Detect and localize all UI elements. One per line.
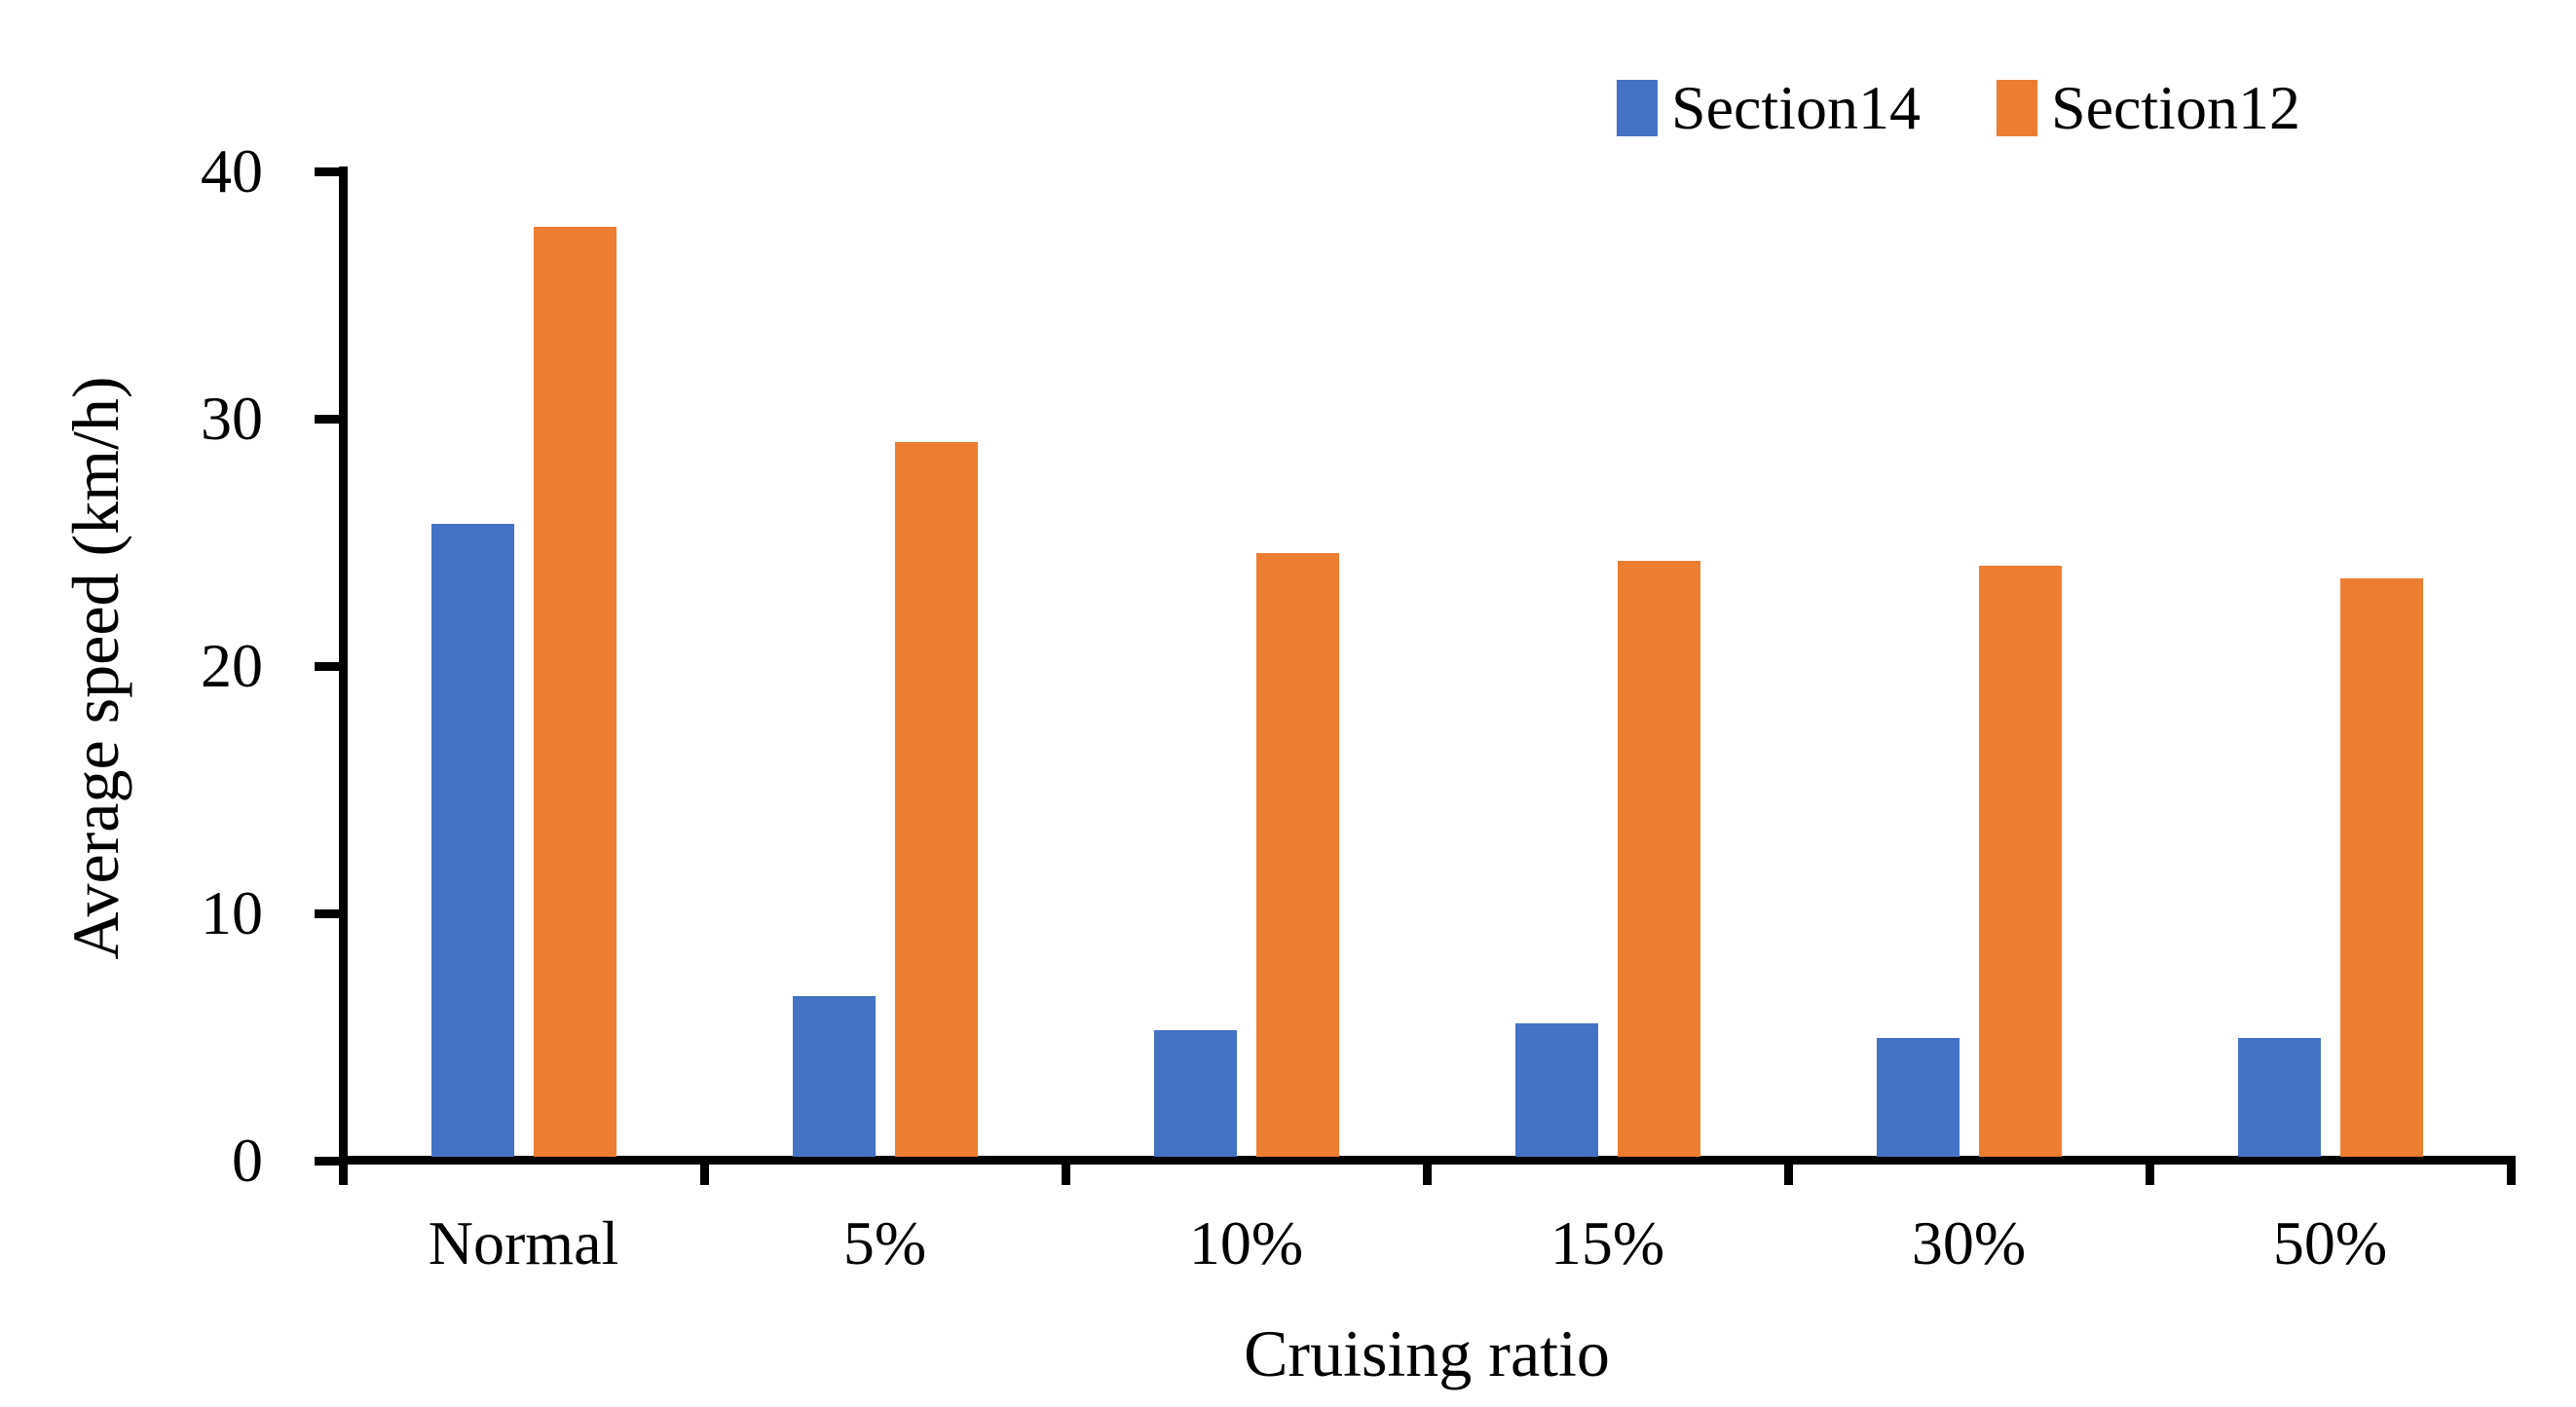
x-tick-label: 50% (2272, 1208, 2388, 1277)
x-tick-mark (1061, 1156, 1070, 1185)
y-tick-mark (314, 661, 339, 671)
x-tick-label: 5% (842, 1208, 927, 1277)
x-tick-mark (1783, 1156, 1793, 1185)
x-tick-mark (338, 1156, 348, 1185)
y-tick-mark (314, 167, 339, 176)
y-tick-label: 30 (201, 384, 263, 453)
bar-section14-30pct (1876, 1038, 1960, 1157)
bar-section12-normal (533, 226, 616, 1157)
bar-section12-10pct (1255, 553, 1339, 1157)
x-tick-mark (2145, 1156, 2154, 1185)
legend-marker-section12-swatch (1996, 80, 2037, 136)
x-tick-mark (699, 1156, 709, 1185)
y-tick-label: 40 (201, 136, 263, 205)
x-tick-label: 10% (1188, 1208, 1304, 1277)
x-tick-label: 30% (1911, 1208, 2027, 1277)
bar-section12-15pct (1617, 560, 1700, 1157)
x-tick-label: 15% (1549, 1208, 1665, 1277)
bar-section12-5pct (894, 441, 978, 1157)
x-tick-mark (2506, 1156, 2516, 1185)
legend: Section14 Section12 (1617, 74, 2300, 142)
legend-label-section14: Section14 (1671, 73, 1921, 142)
bar-section14-50pct (2237, 1038, 2321, 1157)
bar-section12-50pct (2339, 577, 2423, 1157)
legend-marker-section14-swatch (1617, 80, 1658, 136)
legend-label-section12: Section12 (2050, 73, 2300, 142)
y-tick-label: 20 (201, 631, 263, 700)
x-axis-title: Cruising ratio (1244, 1316, 1610, 1390)
y-tick-mark (314, 414, 339, 424)
bar-section12-30pct (1978, 565, 2062, 1157)
y-tick-mark (314, 908, 339, 918)
y-tick-mark (314, 1156, 339, 1166)
legend-item-section12: Section12 (1996, 73, 2300, 142)
bar-section14-5pct (792, 995, 876, 1157)
bar-section14-normal (430, 523, 514, 1157)
y-tick-label: 0 (232, 1126, 263, 1195)
bar-section14-15pct (1514, 1022, 1598, 1157)
y-axis-line (339, 167, 348, 1166)
x-tick-label: Normal (428, 1208, 619, 1277)
y-tick-label: 10 (201, 878, 263, 947)
bar-section14-10pct (1153, 1030, 1237, 1157)
legend-item-section14: Section14 (1617, 74, 1921, 142)
x-tick-mark (1422, 1156, 1432, 1185)
